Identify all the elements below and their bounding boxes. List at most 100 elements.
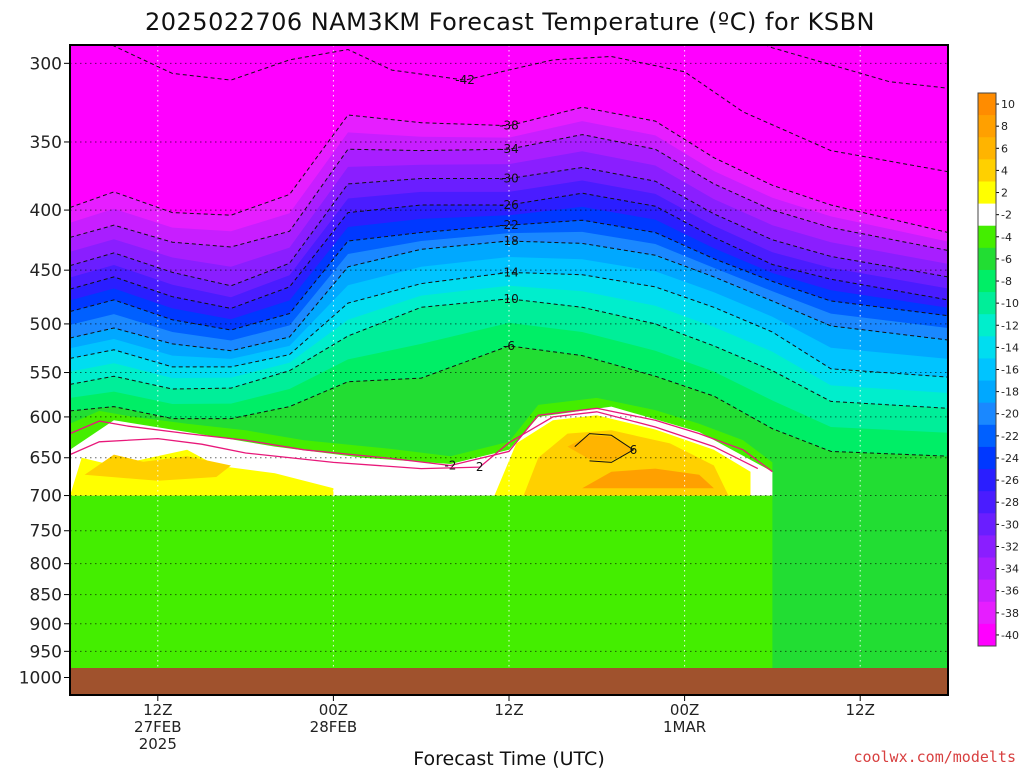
y-tick-label-400: 400 (30, 201, 62, 221)
colorbar-label-10: 10 (1001, 98, 1015, 111)
isotherm-label--26: -26 (499, 198, 519, 212)
colorbar-swatch--12 (978, 314, 996, 337)
band-6 (567, 435, 634, 461)
band-4-left (84, 454, 231, 481)
x-axis-label: Forecast Time (UTC) (413, 748, 604, 768)
y-tick-label-650: 650 (30, 449, 62, 469)
colorbar-swatch--8 (978, 269, 996, 293)
isotherm-label--14: -14 (499, 265, 519, 279)
colorbar-label--30: -30 (1001, 518, 1019, 531)
colorbar-label-2: 2 (1001, 187, 1008, 200)
x-tick-label-42-1: 1MAR (663, 718, 706, 736)
y-tick-label-700: 700 (30, 487, 62, 507)
colorbar-label--22: -22 (1001, 430, 1019, 443)
colorbar-swatch-6 (978, 137, 996, 160)
colorbar-label--14: -14 (1001, 341, 1019, 354)
isotherm-label--6: -6 (503, 339, 515, 353)
colorbar-swatch-10 (978, 93, 996, 116)
colorbar-swatch--24 (978, 446, 996, 470)
isotherm-label-2: 2 (476, 460, 484, 474)
credit-text: coolwx.com/modelts (853, 748, 1016, 766)
isotherm--26 (70, 192, 948, 309)
x-tick-label-6-2: 2025 (139, 735, 177, 753)
isotherm-label-6: 6 (630, 443, 638, 457)
colorbar-label--32: -32 (1001, 540, 1019, 553)
colorbar-label--8: -8 (1001, 275, 1012, 288)
band-8 (582, 468, 714, 489)
y-tick-label-300: 300 (30, 54, 62, 74)
y-tick-label-750: 750 (30, 522, 62, 542)
colorbar-label--10: -10 (1001, 297, 1019, 310)
colorbar-label--2: -2 (1001, 209, 1012, 222)
colorbar-swatch--26 (978, 469, 996, 492)
y-tick-label-850: 850 (30, 586, 62, 606)
isotherm--42 (112, 45, 948, 173)
colorbar-swatch-2 (978, 181, 996, 205)
colorbar-label--24: -24 (1001, 452, 1019, 465)
isotherm-label--22: -22 (499, 218, 519, 232)
y-tick-label-350: 350 (30, 133, 62, 153)
y-tick-label-500: 500 (30, 315, 62, 335)
colorbar-swatch--22 (978, 424, 996, 448)
colorbar-swatch--38 (978, 601, 996, 625)
isotherm--10 (70, 298, 948, 409)
isotherm--14 (70, 271, 948, 378)
colorbar-frame (977, 92, 997, 647)
ground-layer (70, 668, 948, 695)
isotherm-label--30: -30 (499, 172, 519, 186)
colorbar-swatch--10 (978, 292, 996, 315)
colorbar-swatch--30 (978, 513, 996, 536)
chart-title: 2025022706 NAM3KM Forecast Temperature (… (145, 8, 875, 36)
colorbar-legend: 10 8 6 4 2 -2 -4 -6 -8 -10 -12 -14 -16 -18 -20 -22 -24 -2… (977, 92, 1019, 647)
isotherm--6 (70, 345, 948, 457)
y-axis: 2503003504004505005506006507007508008509… (19, 54, 70, 689)
colorbar-label--18: -18 (1001, 386, 1019, 399)
isotherm--46 (765, 45, 948, 89)
isotherm--30 (70, 166, 948, 287)
colorbar-label--26: -26 (1001, 474, 1019, 487)
isotherm-2 (70, 411, 759, 470)
x-tick-label-18-0: 00Z (319, 701, 348, 719)
x-tick-label-42-0: 00Z (670, 701, 699, 719)
colorbar-swatch--6 (978, 247, 996, 271)
colorbar-swatch--2 (978, 203, 996, 227)
colorbar-label--36: -36 (1001, 585, 1019, 598)
colorbar-swatch--40 (978, 623, 996, 647)
y-tick-label-800: 800 (30, 555, 62, 575)
grid-lines (70, 45, 948, 695)
colorbar-label-6: 6 (1001, 142, 1008, 155)
colorbar-swatch--28 (978, 491, 996, 514)
isotherm-label--2: -2 (444, 459, 456, 473)
isotherm-label--34: -34 (499, 142, 519, 156)
plot-area: -50-46-42-38-34-30-26-22-18-14-10-6-226 (70, 45, 948, 695)
colorbar-label--38: -38 (1001, 607, 1019, 620)
colorbar-label-4: 4 (1001, 164, 1008, 177)
isotherm-6 (574, 433, 635, 463)
colorbar-swatch--36 (978, 579, 996, 603)
colorbar-swatch--34 (978, 557, 996, 581)
y-tick-label-600: 600 (30, 408, 62, 428)
colorbar-swatch--32 (978, 535, 996, 559)
isotherm-label--10: -10 (499, 292, 519, 306)
colorbar-label--28: -28 (1001, 496, 1019, 509)
colorbar-swatch--4 (978, 225, 996, 249)
colorbar-swatch--14 (978, 336, 996, 359)
y-tick-label-1000: 1000 (19, 669, 62, 689)
isotherm-contours: -50-46-42-38-34-30-26-22-18-14-10-6-226 (70, 45, 948, 474)
x-tick-label-6-1: 27FEB (134, 718, 181, 736)
x-tick-label-54-0: 12Z (846, 701, 875, 719)
colorbar-label--12: -12 (1001, 319, 1019, 332)
colorbar-label--34: -34 (1001, 563, 1019, 576)
colorbar-swatch-4 (978, 159, 996, 182)
colorbar-swatch-8 (978, 115, 996, 138)
x-tick-label-18-1: 28FEB (310, 718, 357, 736)
isotherm-label--38: -38 (499, 119, 519, 133)
isotherm-label--18: -18 (499, 234, 519, 248)
colorbar-swatch--16 (978, 358, 996, 382)
x-tick-label-6-0: 12Z (143, 701, 172, 719)
y-tick-label-550: 550 (30, 364, 62, 384)
isotherm--18 (70, 240, 948, 352)
colorbar-label-8: 8 (1001, 120, 1008, 133)
